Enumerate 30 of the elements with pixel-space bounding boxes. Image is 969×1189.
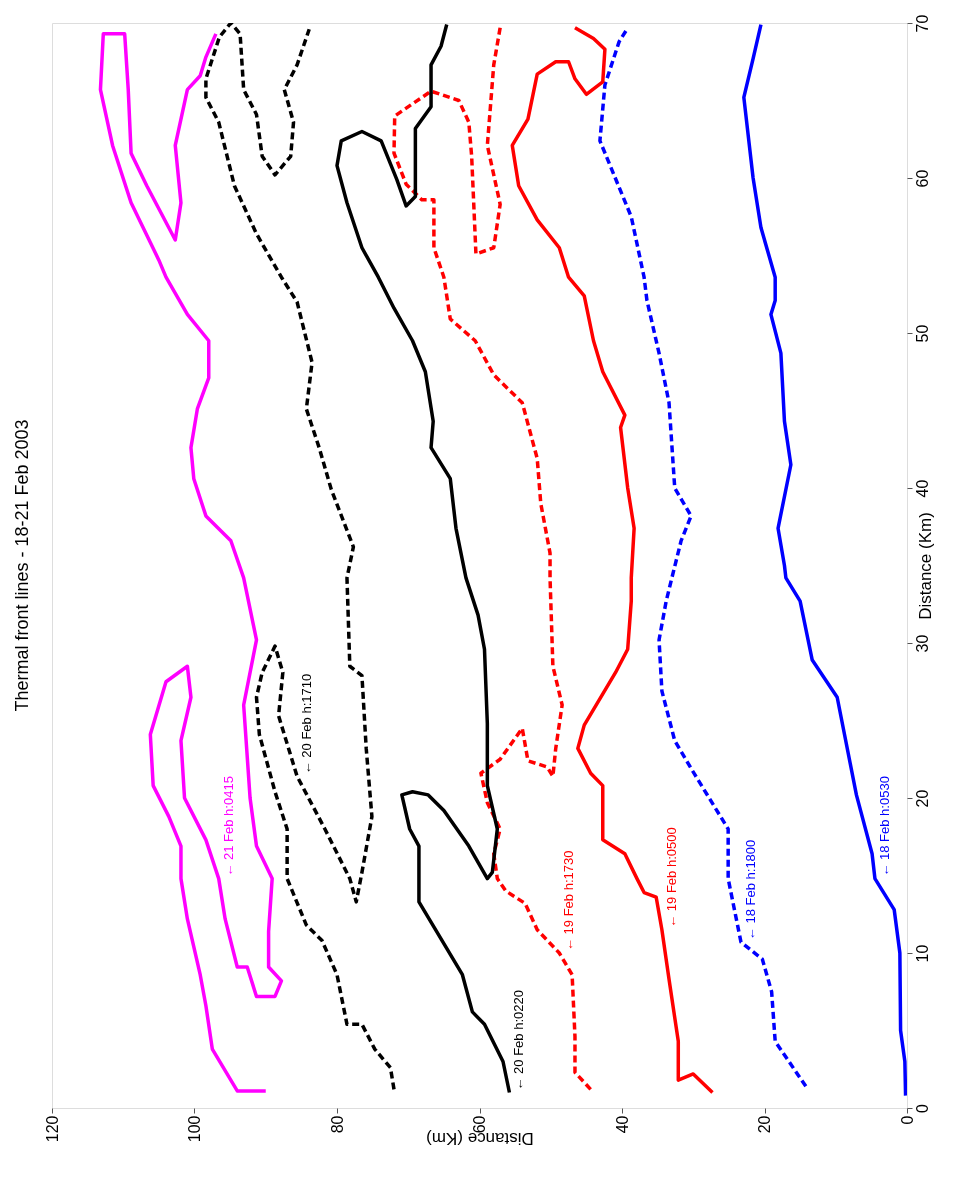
x-tick-label: 0 xyxy=(898,1115,916,1125)
x-tick-label: 80 xyxy=(328,1115,346,1134)
y-tick-label: 0 xyxy=(913,1103,931,1113)
x-tick-label: 100 xyxy=(186,1115,203,1143)
x-tick-label: 120 xyxy=(43,1115,61,1143)
annotation: ← 18 Feb h:0530 xyxy=(876,776,892,877)
y-tick-label: 50 xyxy=(913,324,931,343)
text: Thermal front lines - 18-21 Feb 2003 xyxy=(12,419,32,712)
line-series xyxy=(335,23,512,1095)
x-tick-label: 20 xyxy=(756,1115,773,1134)
line-series xyxy=(510,25,715,1095)
y-tick-label: 60 xyxy=(913,169,931,188)
x-tick-label: 40 xyxy=(613,1115,631,1134)
line-series xyxy=(204,23,396,1092)
annotation: ← 21 Feb h:0415 xyxy=(220,776,236,877)
annotation: ← 20 Feb h:1710 xyxy=(299,673,315,775)
y-tick-label: 10 xyxy=(913,944,931,963)
line-series xyxy=(98,32,284,1093)
annotation: ← 18 Feb h:1800 xyxy=(742,839,758,941)
line-series xyxy=(598,27,808,1089)
annotation: ← 19 Feb h:1730 xyxy=(561,850,577,951)
line-series xyxy=(392,25,593,1092)
y-tick-label: 40 xyxy=(913,479,931,498)
y-tick-label: 70 xyxy=(913,14,931,33)
y-tick-label: 20 xyxy=(913,789,931,808)
y-tick-label: 30 xyxy=(913,634,931,653)
y-axis-title: Distance (Km) xyxy=(915,512,935,620)
annotation: ← 19 Feb h:0500 xyxy=(663,827,679,928)
annotation: ← 20 Feb h:0220 xyxy=(511,990,527,1091)
line-series xyxy=(742,23,907,1098)
